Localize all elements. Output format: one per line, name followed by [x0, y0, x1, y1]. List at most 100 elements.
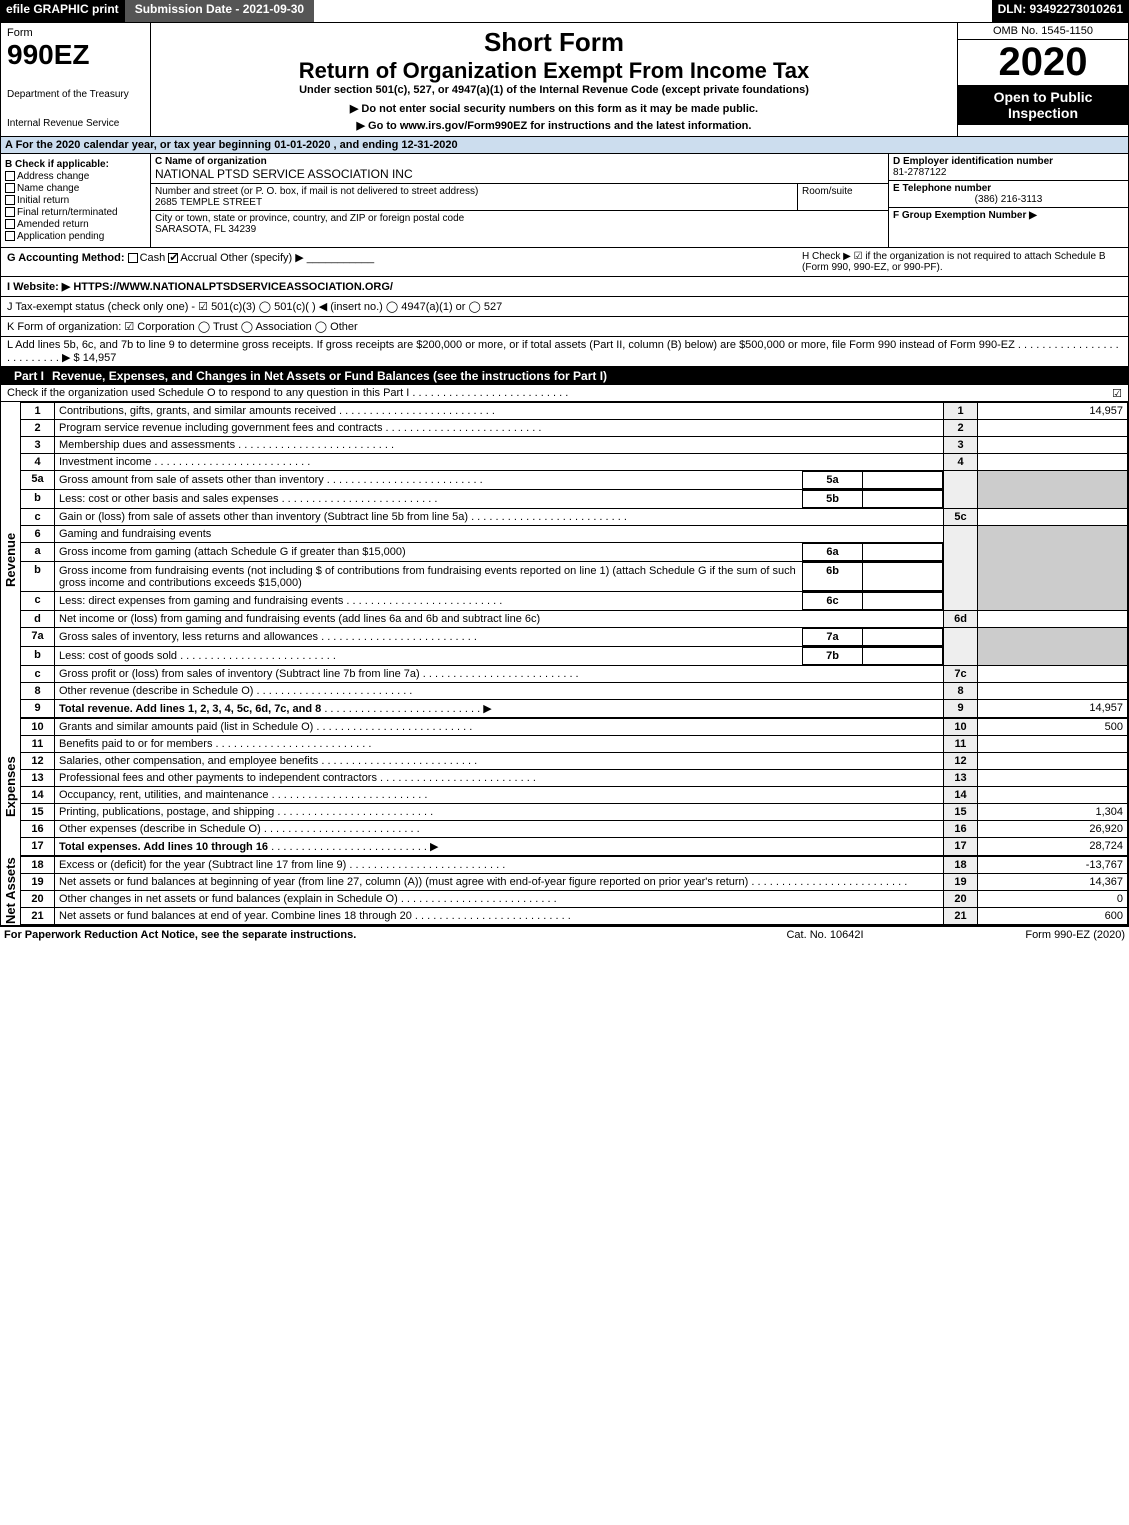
form-number: 990EZ [7, 39, 144, 71]
line-19: 19Net assets or fund balances at beginni… [21, 874, 1128, 891]
form-designation: Form 990EZ Department of the Treasury In… [1, 23, 151, 136]
open-public-inspection: Open to Public Inspection [958, 85, 1128, 125]
line-16: 16Other expenses (describe in Schedule O… [21, 821, 1128, 838]
line-7a: 7aGross sales of inventory, less returns… [21, 628, 1128, 647]
line-5a: 5aGross amount from sale of assets other… [21, 471, 1128, 490]
part-i-check-text: Check if the organization used Schedule … [7, 387, 409, 399]
line-l-text: L Add lines 5b, 6c, and 7b to line 9 to … [7, 339, 1015, 351]
dept-treasury: Department of the Treasury [7, 89, 144, 100]
line-8: 8Other revenue (describe in Schedule O)8 [21, 683, 1128, 700]
city-value: SARASOTA, FL 34239 [155, 224, 884, 235]
cb-initial-return-label: Initial return [17, 195, 69, 206]
line-14: 14Occupancy, rent, utilities, and mainte… [21, 787, 1128, 804]
cb-name-change-label: Name change [17, 183, 79, 194]
part-i-check-mark: ☑ [1112, 387, 1122, 400]
part-i-title: Revenue, Expenses, and Changes in Net As… [52, 369, 1123, 383]
line-6: 6Gaming and fundraising events [21, 526, 1128, 543]
part-i-label: Part I [6, 369, 52, 383]
box-b-title: B Check if applicable: [5, 159, 146, 170]
line-20: 20Other changes in net assets or fund ba… [21, 891, 1128, 908]
ein-label: D Employer identification number [893, 156, 1124, 167]
submission-date: Submission Date - 2021-09-30 [125, 0, 314, 22]
line-4: 4Investment income4 [21, 454, 1128, 471]
revenue-table: 1Contributions, gifts, grants, and simil… [20, 402, 1128, 718]
expenses-section: Expenses 10Grants and similar amounts pa… [0, 718, 1129, 856]
revenue-side-label: Revenue [1, 402, 20, 718]
ssn-warning: ▶ Do not enter social security numbers o… [159, 102, 949, 115]
street-label: Number and street (or P. O. box, if mail… [155, 186, 793, 197]
short-form-title: Short Form [159, 27, 949, 58]
part-i-check: Check if the organization used Schedule … [0, 385, 1129, 402]
expenses-table: 10Grants and similar amounts paid (list … [20, 718, 1128, 856]
room-suite-label: Room/suite [798, 184, 888, 210]
line-12: 12Salaries, other compensation, and empl… [21, 753, 1128, 770]
org-name-label: C Name of organization [155, 156, 884, 167]
accrual-label: Accrual [180, 252, 217, 264]
arrow-icon: ▶ [483, 703, 491, 715]
cb-application-pending[interactable]: Application pending [5, 231, 146, 242]
street-value: 2685 TEMPLE STREET [155, 197, 793, 208]
g-label: G Accounting Method: [7, 252, 125, 264]
revenue-section: Revenue 1Contributions, gifts, grants, a… [0, 402, 1129, 718]
net-assets-side-label: Net Assets [1, 856, 20, 925]
street-row: Number and street (or P. O. box, if mail… [151, 184, 888, 211]
omb-number: OMB No. 1545-1150 [958, 23, 1128, 40]
line-num: 1 [21, 403, 55, 420]
form-title-block: Short Form Return of Organization Exempt… [151, 23, 958, 136]
dots-icon [412, 387, 568, 399]
line-a-tax-year: A For the 2020 calendar year, or tax yea… [0, 137, 1129, 154]
cb-name-change[interactable]: Name change [5, 183, 146, 194]
cb-amended-return[interactable]: Amended return [5, 219, 146, 230]
box-e: E Telephone number (386) 216-3113 [889, 181, 1128, 208]
page-footer: For Paperwork Reduction Act Notice, see … [0, 926, 1129, 943]
form-word: Form [7, 27, 144, 39]
return-title: Return of Organization Exempt From Incom… [159, 58, 949, 84]
website-value: I Website: ▶ HTTPS://WWW.NATIONALPTSDSER… [7, 281, 393, 293]
box-d-e-f: D Employer identification number 81-2787… [888, 154, 1128, 247]
line-7c: cGross profit or (loss) from sales of in… [21, 666, 1128, 683]
irs-label: Internal Revenue Service [7, 118, 144, 129]
cb-address-change-label: Address change [17, 171, 89, 182]
topbar-spacer [314, 0, 991, 22]
line-18: 18Excess or (deficit) for the year (Subt… [21, 857, 1128, 874]
org-name-row: C Name of organization NATIONAL PTSD SER… [151, 154, 888, 184]
cb-initial-return[interactable]: Initial return [5, 195, 146, 206]
line-2: 2Program service revenue including gover… [21, 420, 1128, 437]
arrow-icon: ▶ [430, 841, 438, 853]
line-1: 1Contributions, gifts, grants, and simil… [21, 403, 1128, 420]
line-text: Contributions, gifts, grants, and simila… [55, 403, 944, 420]
cash-label: Cash [140, 252, 166, 264]
cb-address-change[interactable]: Address change [5, 171, 146, 182]
box-d: D Employer identification number 81-2787… [889, 154, 1128, 181]
cb-cash[interactable] [128, 253, 138, 263]
phone-label: E Telephone number [893, 183, 1124, 194]
tax-year: 2020 [958, 40, 1128, 85]
line-15: 15Printing, publications, postage, and s… [21, 804, 1128, 821]
cb-final-return[interactable]: Final return/terminated [5, 207, 146, 218]
under-section: Under section 501(c), 527, or 4947(a)(1)… [159, 84, 949, 96]
line-l-gross-receipts: L Add lines 5b, 6c, and 7b to line 9 to … [0, 337, 1129, 367]
form-right-block: OMB No. 1545-1150 2020 Open to Public In… [958, 23, 1128, 136]
org-name-value: NATIONAL PTSD SERVICE ASSOCIATION INC [155, 167, 884, 181]
line-13: 13Professional fees and other payments t… [21, 770, 1128, 787]
box-c-org: C Name of organization NATIONAL PTSD SER… [151, 154, 888, 247]
form-ref: Form 990-EZ (2020) [925, 929, 1125, 941]
line-k-org-form: K Form of organization: ☑ Corporation ◯ … [0, 317, 1129, 337]
line-9: 9Total revenue. Add lines 1, 2, 3, 4, 5c… [21, 700, 1128, 718]
other-specify-label: Other (specify) ▶ [220, 252, 304, 264]
line-21: 21Net assets or fund balances at end of … [21, 908, 1128, 925]
cb-accrual[interactable] [168, 253, 178, 263]
efile-print-label: efile GRAPHIC print [0, 0, 125, 22]
form-header: Form 990EZ Department of the Treasury In… [0, 22, 1129, 137]
line-i-website: I Website: ▶ HTTPS://WWW.NATIONALPTSDSER… [0, 277, 1129, 297]
cb-final-return-label: Final return/terminated [17, 207, 118, 218]
line-j-status: J Tax-exempt status (check only one) - ☑… [0, 297, 1129, 317]
group-exemption-label: F Group Exemption Number ▶ [893, 210, 1037, 221]
line-6d: dNet income or (loss) from gaming and fu… [21, 611, 1128, 628]
paperwork-notice: For Paperwork Reduction Act Notice, see … [4, 929, 725, 941]
box-f: F Group Exemption Number ▶ [889, 208, 1128, 223]
line-h: H Check ▶ ☑ if the organization is not r… [802, 251, 1122, 273]
line-10: 10Grants and similar amounts paid (list … [21, 719, 1128, 736]
org-info-block: B Check if applicable: Address change Na… [0, 154, 1129, 248]
net-assets-section: Net Assets 18Excess or (deficit) for the… [0, 856, 1129, 926]
